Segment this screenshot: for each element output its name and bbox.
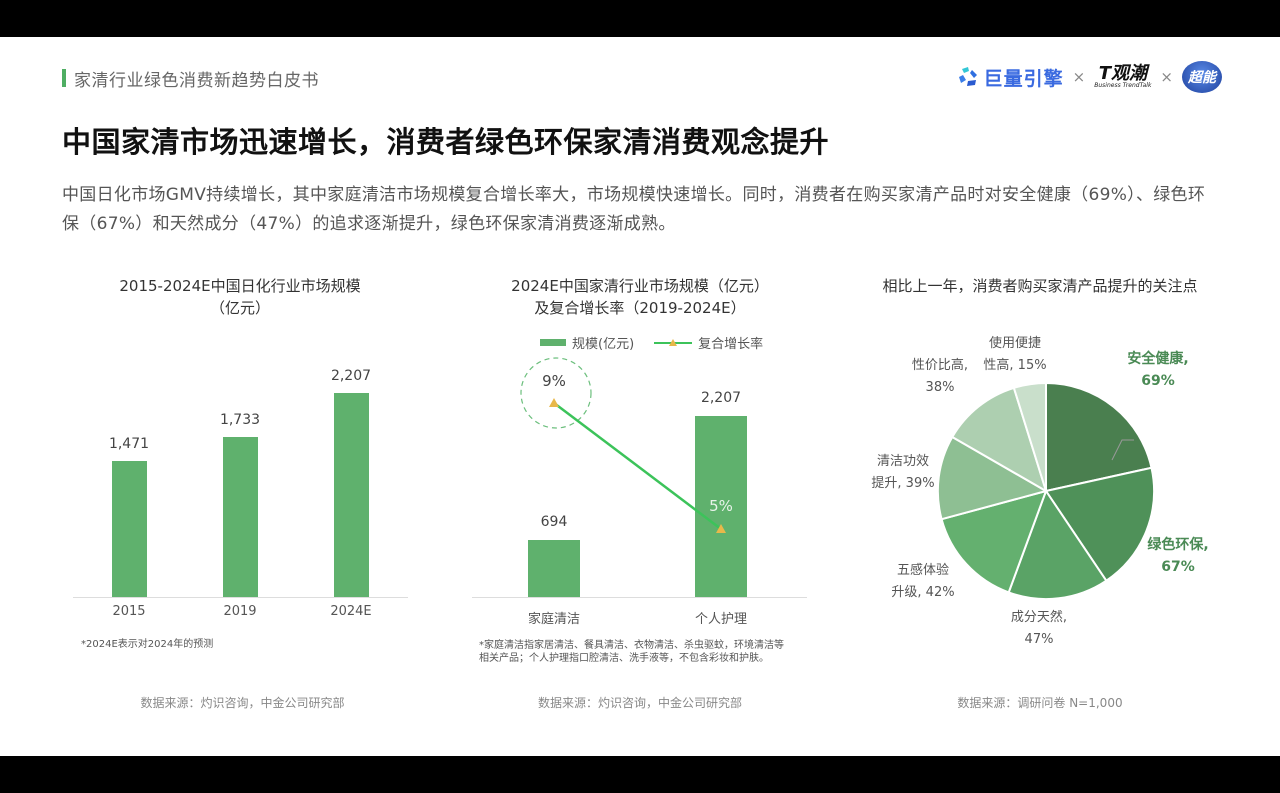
- pie-label-clean: 清洁功效 提升, 39%: [871, 454, 935, 491]
- x-tick-label: 家庭清洁: [527, 612, 580, 627]
- slice-green: [1044, 466, 1156, 583]
- chart1-source: 数据来源：灼识咨询，中金公司研究部: [140, 696, 345, 710]
- trendtalk-logo: T观潮 Business TrendTalk: [1094, 63, 1152, 89]
- pie-label-natural: 成分天然, 47%: [1010, 610, 1068, 647]
- kicker-accent-bar: [62, 69, 66, 87]
- chart3-title: 相比上一年，消费者购买家清产品提升的关注点: [882, 277, 1198, 295]
- chart2-source: 数据来源：灼识咨询，中金公司研究部: [537, 696, 742, 710]
- chart-consumer-focus: 相比上一年，消费者购买家清产品提升的关注点 安全健康, 69% 绿色环保, 67…: [0, 37, 1280, 756]
- slice-value: [950, 386, 1048, 494]
- slice-safety: [1045, 381, 1153, 493]
- page-description: 中国日化市场GMV持续增长，其中家庭清洁市场规模复合增长率大，市场规模快速增长。…: [62, 185, 1206, 234]
- bar-value-label: 1,471: [108, 436, 150, 452]
- bar-value-label: 1,733: [219, 412, 261, 428]
- page-title: 中国家清市场迅速增长，消费者绿色环保家清消费观念提升: [62, 125, 830, 159]
- bar-personal-care: [695, 416, 747, 597]
- juliang-logo: 巨量引擎: [956, 64, 1064, 91]
- slice-clean: [936, 435, 1049, 521]
- pie-label-senses: 五感体验 升级, 42%: [891, 563, 955, 600]
- bar-value-label: 2,207: [700, 390, 742, 406]
- chart1-title: 2015-2024E中国日化行业市场规模 （亿元）: [119, 277, 361, 317]
- pie-label-value: 性价比高, 38%: [911, 358, 969, 395]
- bar-value-label: 694: [540, 514, 568, 530]
- x-axis: [73, 597, 408, 598]
- bar-2015: [112, 461, 147, 597]
- chart3-source: 数据来源：调研问卷 N=1,000: [957, 696, 1123, 710]
- juliang-logo-icon: [958, 67, 977, 86]
- pie-label-safety: 安全健康, 69%: [1127, 351, 1189, 389]
- chaoneng-logo: 超能: [1182, 61, 1222, 93]
- chart2-footnote: *家庭清洁指家居清洁、餐具清洁、衣物清洁、杀虫驱蚊，环境清洁等 相关产品；个人护…: [479, 640, 784, 664]
- chart-home-cleaning: 2024E中国家清行业市场规模（亿元） 及复合增长率（2019-2024E） 规…: [0, 37, 840, 756]
- bar-value-label: 2,207: [330, 368, 372, 384]
- section-kicker: 家清行业绿色消费新趋势白皮书: [62, 67, 319, 91]
- partner-logos: 巨量引擎 × T观潮 Business TrendTalk × 超能: [956, 59, 1222, 95]
- bar-2024e: [334, 393, 369, 597]
- slice-natural: [1007, 488, 1108, 600]
- separator-x: ×: [1160, 68, 1173, 86]
- chart1-footnote: *2024E表示对2024年的预测: [81, 639, 214, 650]
- chart2-title: 2024E中国家清行业市场规模（亿元） 及复合增长率（2019-2024E）: [511, 277, 769, 317]
- slide: 家清行业绿色消费新趋势白皮书 巨量引擎 × T观潮 Business Trend…: [0, 37, 1280, 756]
- slice-easy: [1012, 381, 1047, 492]
- legend-bar-label: 规模(亿元): [572, 337, 635, 352]
- bar-home-cleaning: [528, 540, 580, 597]
- juliang-logo-text: 巨量引擎: [983, 67, 1064, 90]
- pie-label-easy: 使用便捷 性高, 15%: [983, 336, 1047, 373]
- pie-label-green: 绿色环保, 67%: [1147, 537, 1209, 575]
- x-tick-label: 个人护理: [694, 612, 747, 627]
- chart2-legend: 规模(亿元) 复合增长率: [540, 333, 763, 352]
- legend-line-label: 复合增长率: [698, 337, 764, 352]
- safety-leader-line: [1111, 439, 1134, 461]
- x-tick-label: 2015: [112, 604, 146, 619]
- separator-x: ×: [1072, 68, 1086, 86]
- cagr-label-home: 9%: [542, 372, 566, 390]
- x-tick-label: 2024E: [330, 604, 372, 619]
- legend-bar-swatch: [540, 339, 566, 346]
- bar-2019: [223, 437, 258, 597]
- legend-line-swatch-icon: [654, 338, 693, 346]
- pie-chart: [936, 381, 1156, 600]
- cagr-label-personal: 5%: [709, 497, 733, 515]
- kicker-text: 家清行业绿色消费新趋势白皮书: [74, 70, 319, 91]
- x-tick-label: 2019: [223, 604, 257, 619]
- x-axis: [472, 597, 807, 598]
- cagr-line-overlay: [520, 357, 726, 533]
- chart-market-size: 2015-2024E中国日化行业市场规模 （亿元） 1,471 1,733 2,…: [0, 37, 440, 756]
- slice-senses: [940, 489, 1048, 594]
